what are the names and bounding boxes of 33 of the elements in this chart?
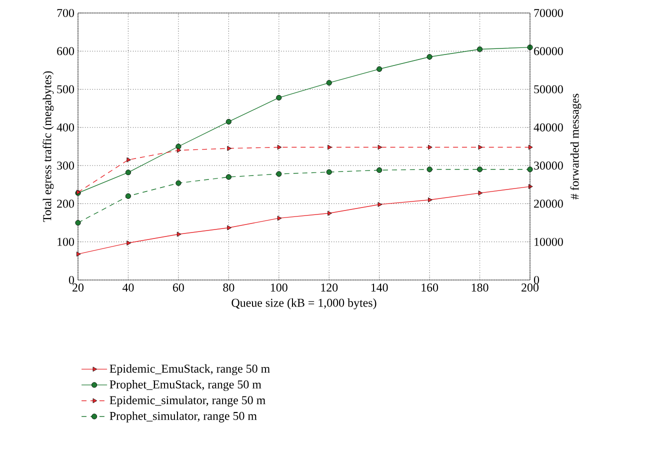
- y-tick-label: 100: [58, 238, 74, 246]
- legend-label: Prophet_simulator, range 50 m: [110, 412, 257, 422]
- y2-tick-label: 10000: [534, 238, 563, 246]
- legend-label: Epidemic_simulator, range 50 m: [110, 396, 266, 407]
- y-tick-label: 200: [57, 200, 74, 208]
- y2-tick-label: 50000: [534, 85, 563, 94]
- y2-tick-label: 40000: [534, 123, 563, 132]
- y2-tick-label: 70000: [534, 8, 563, 18]
- x-tick-label: 20: [72, 284, 84, 292]
- x-tick-label: 120: [321, 284, 338, 292]
- y-tick-label: 700: [57, 8, 74, 18]
- y2-tick-label: 20000: [534, 200, 563, 208]
- y-tick-label: 300: [57, 162, 74, 170]
- x-tick-label: 160: [422, 284, 438, 292]
- y-tick-label: 600: [57, 47, 74, 56]
- x-tick-label: 80: [223, 284, 234, 292]
- legend-label: Prophet_EmuStack, range 50 m: [110, 380, 262, 391]
- y-tick-label: 500: [57, 85, 74, 94]
- y2-tick-label: 30000: [534, 162, 563, 170]
- y2-tick-label: 60000: [534, 47, 563, 56]
- y2-tick-label: 0: [534, 276, 540, 284]
- x-tick-label: 60: [172, 284, 184, 292]
- x-tick-label: 180: [472, 284, 488, 292]
- y-tick-label: 400: [56, 123, 74, 132]
- x-tick-label: 140: [371, 284, 388, 292]
- x-tick-label: 100: [270, 284, 288, 292]
- x-tick-label: 40: [122, 284, 134, 292]
- x-tick-label: 200: [522, 284, 539, 292]
- y2-axis-title: # forwarded messages: [570, 94, 582, 200]
- legend-label: Epidemic_EmuStack, range 50 m: [110, 364, 270, 376]
- y-axis-title: Total egress traffic (megabytes): [42, 71, 54, 222]
- y-tick-label: 0: [68, 276, 74, 284]
- x-axis-title: Queue size (kB = 1,000 bytes): [232, 298, 376, 310]
